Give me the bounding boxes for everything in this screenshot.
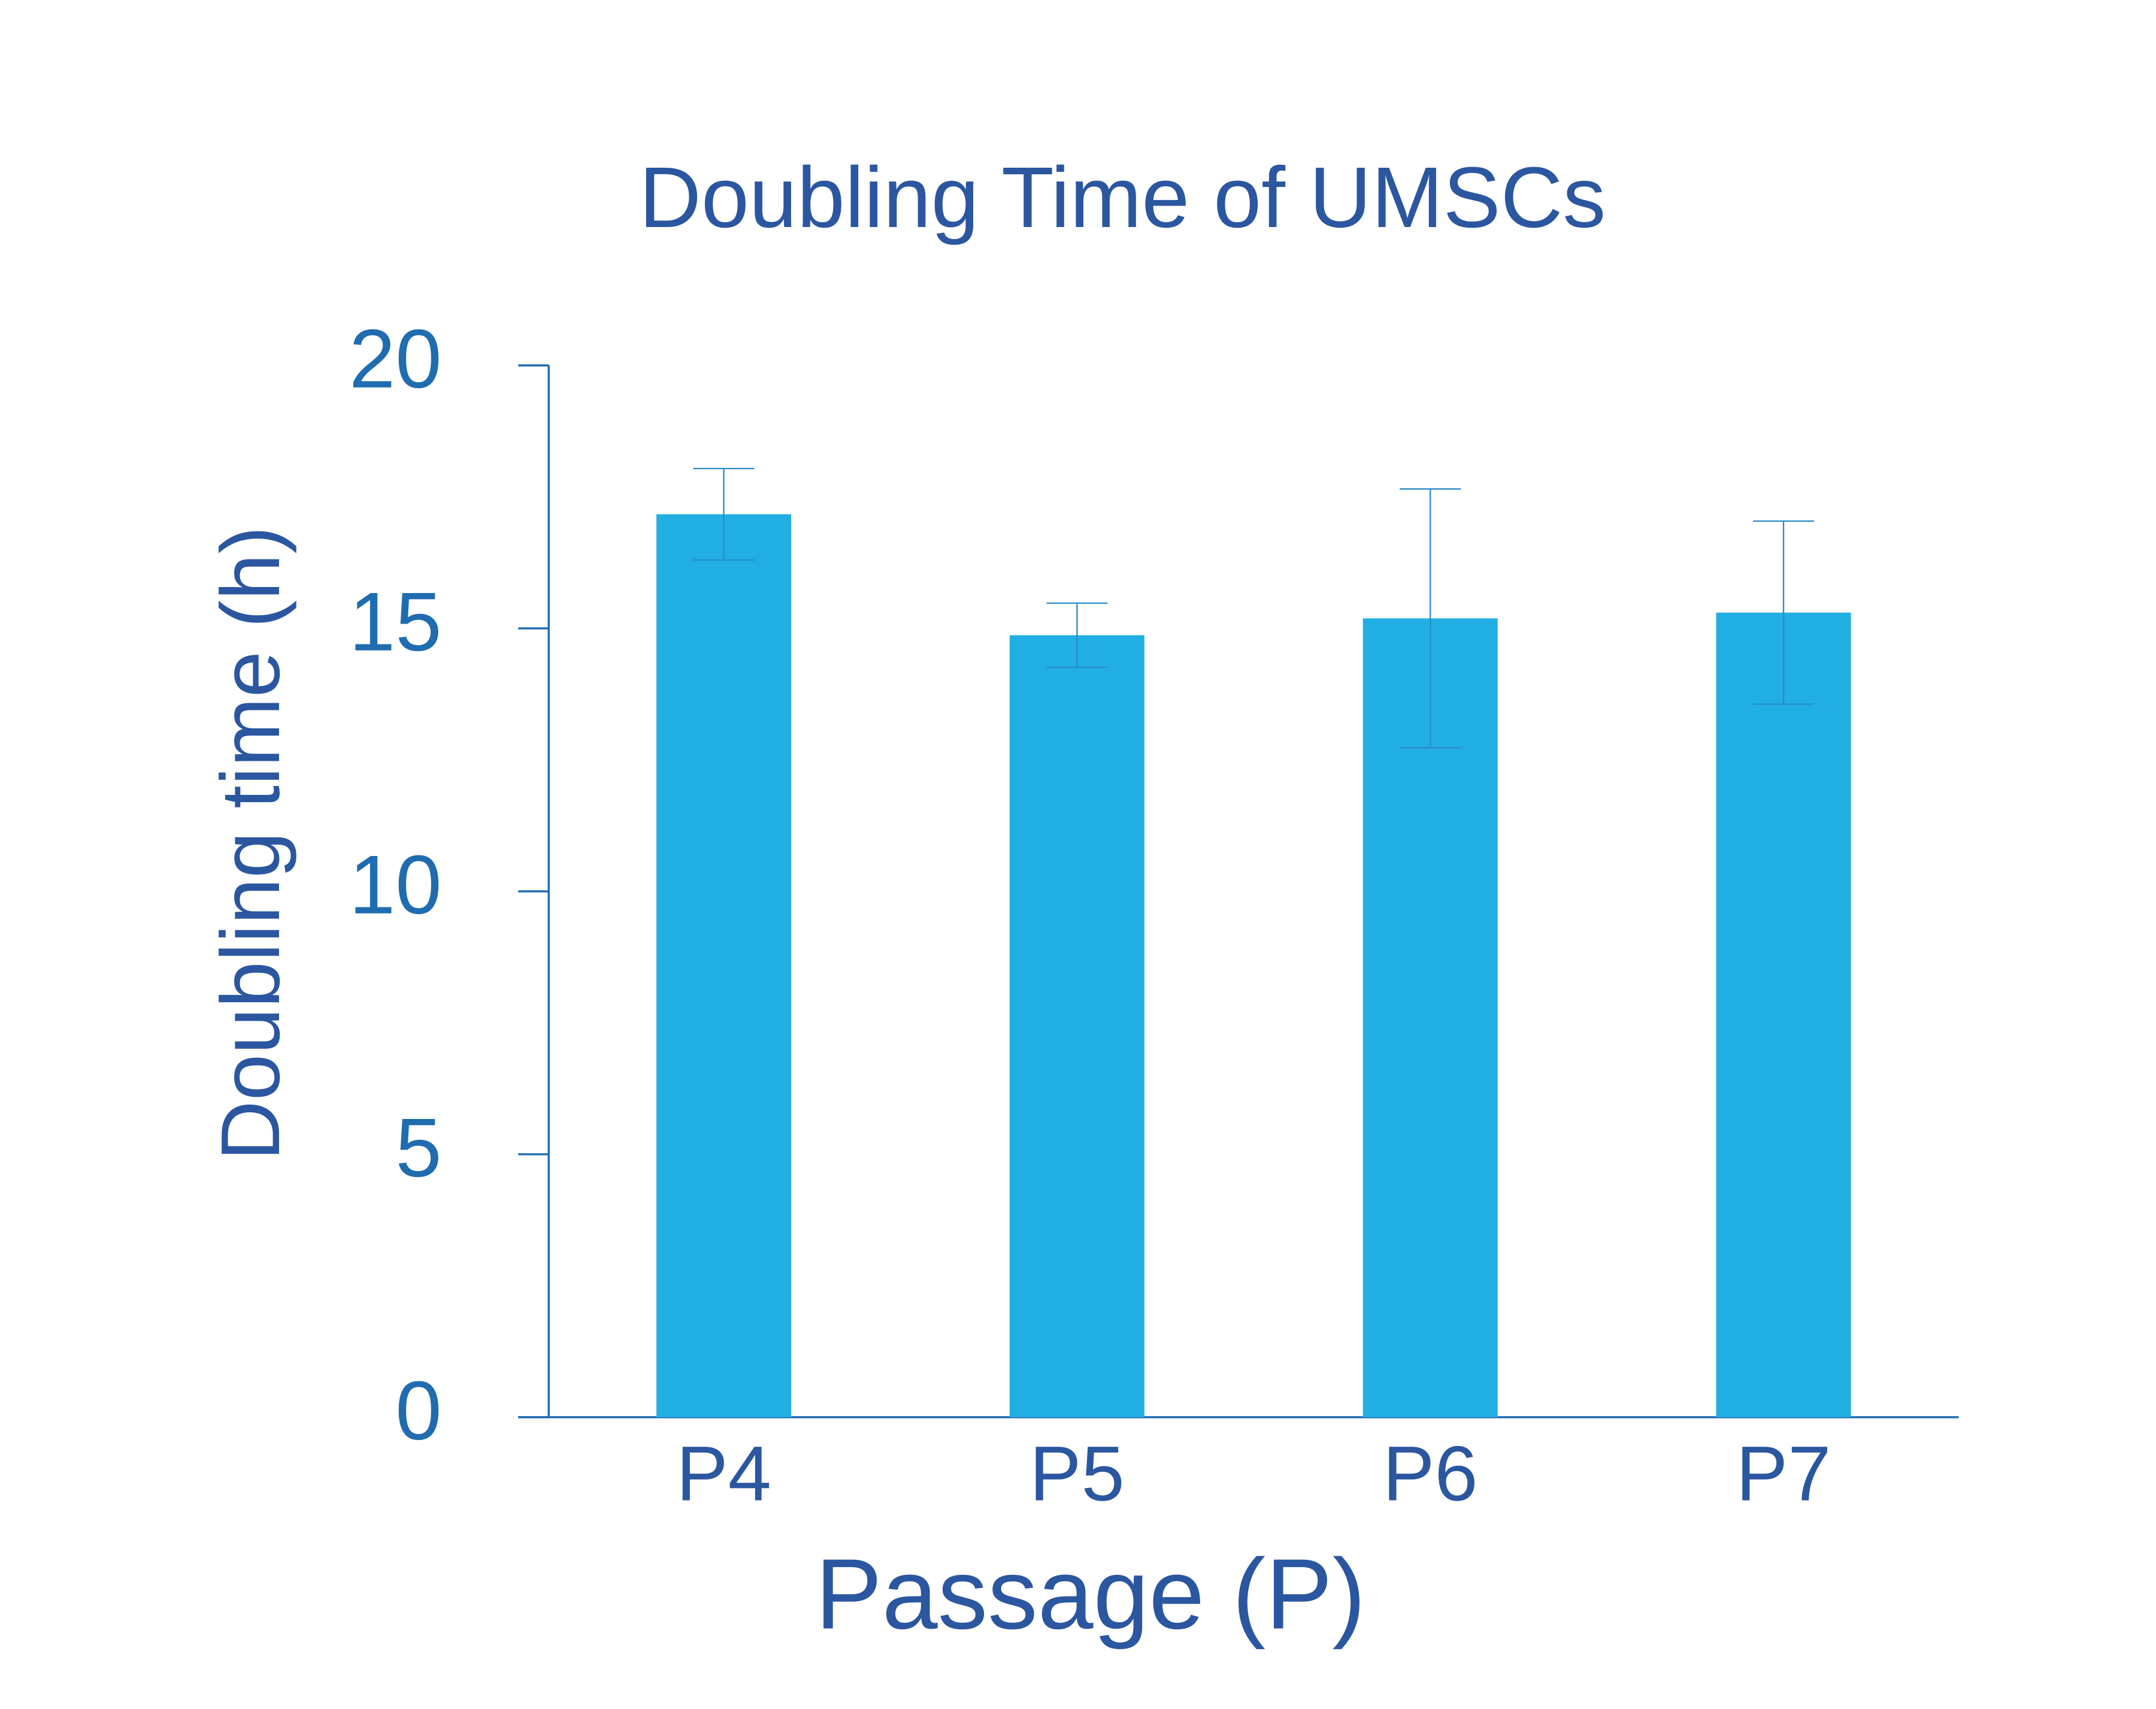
chart-title: Doubling Time of UMSCs bbox=[639, 150, 1606, 246]
y-tick-label: 0 bbox=[395, 1365, 441, 1457]
error-bar bbox=[1753, 520, 1815, 705]
y-axis-label: Doubling time (h) bbox=[204, 526, 297, 1161]
x-axis-label: Passage (P) bbox=[815, 1539, 1365, 1650]
y-tick-label: 10 bbox=[349, 839, 442, 931]
x-tick-label: P5 bbox=[1029, 1430, 1125, 1517]
y-tick-label: 20 bbox=[349, 313, 442, 406]
error-bar bbox=[693, 467, 755, 561]
error-bar bbox=[1046, 602, 1108, 669]
y-tick-label: 5 bbox=[395, 1102, 441, 1194]
y-tick-label: 15 bbox=[349, 576, 442, 669]
bar bbox=[656, 514, 792, 1417]
x-tick-label: P7 bbox=[1736, 1430, 1831, 1517]
bar bbox=[1009, 635, 1144, 1417]
bar bbox=[1716, 612, 1851, 1417]
bar bbox=[1362, 618, 1498, 1417]
error-bar bbox=[1400, 488, 1461, 749]
x-tick-label: P4 bbox=[676, 1430, 771, 1517]
x-tick-label: P6 bbox=[1383, 1430, 1478, 1517]
